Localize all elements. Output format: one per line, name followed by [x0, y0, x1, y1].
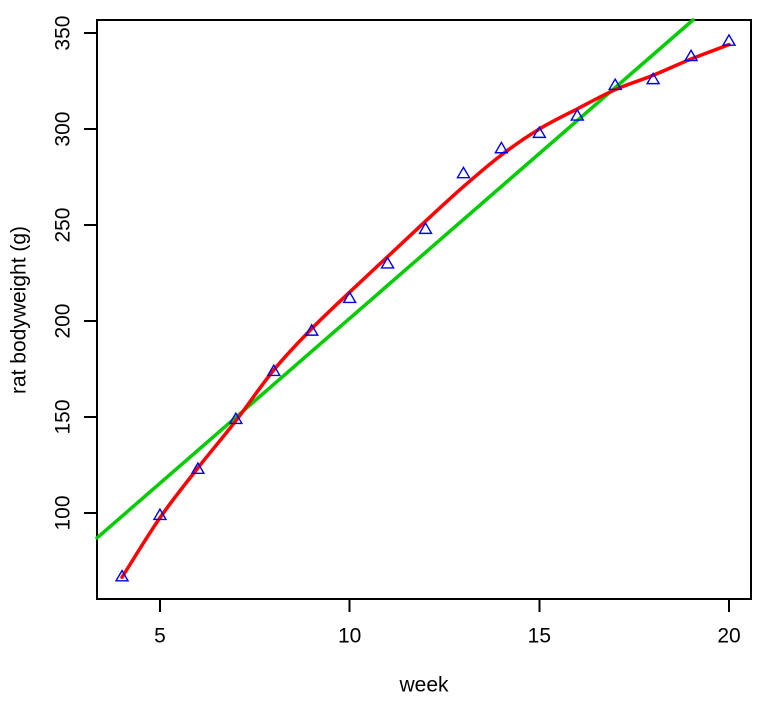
scatter-point-triangle — [228, 411, 244, 425]
scatter-point-triangle — [607, 77, 623, 91]
y-axis-tick-label: 150 — [52, 399, 75, 434]
scatter-point-triangle — [494, 141, 509, 154]
scatter-point-triangle — [380, 256, 395, 269]
y-axis-title: rat bodyweight (g) — [8, 226, 31, 394]
x-axis-tick-label: 5 — [154, 625, 166, 648]
scatter-point-triangle — [152, 507, 168, 521]
y-axis-tick-label: 350 — [52, 16, 75, 51]
scatter-point-triangle — [532, 125, 547, 139]
x-axis-tick-label: 20 — [717, 625, 740, 648]
points-group — [114, 33, 737, 582]
scatter-point-triangle — [304, 323, 319, 336]
scatter-point-triangle — [570, 108, 585, 121]
x-axis-title: week — [398, 674, 449, 697]
scatter-point-triangle — [266, 363, 281, 377]
scatter-point-triangle — [645, 71, 661, 85]
y-axis-tick-label: 300 — [52, 112, 75, 147]
y-axis-tick-label: 200 — [52, 303, 75, 338]
scatter-point-triangle — [114, 569, 130, 582]
scatter-point-triangle — [721, 33, 737, 46]
scatter-point-triangle — [190, 461, 206, 475]
regression-line-green — [95, 18, 695, 540]
scatter-point-triangle — [683, 48, 699, 62]
plot-box — [96, 19, 752, 600]
x-axis-tick-label: 10 — [338, 625, 361, 648]
scatter-point-triangle — [456, 166, 471, 179]
x-axis-tick-label: 15 — [528, 625, 551, 648]
series-group — [95, 18, 731, 580]
scatter-point-triangle — [342, 290, 357, 304]
fitted-curve-red — [120, 42, 731, 580]
y-axis-tick-label: 250 — [52, 208, 75, 243]
y-axis-tick-label: 100 — [52, 495, 75, 530]
axes-group: 5 10 15 20 100 150 200 250 300 350 — [52, 16, 752, 648]
scatter-point-triangle — [418, 221, 433, 235]
